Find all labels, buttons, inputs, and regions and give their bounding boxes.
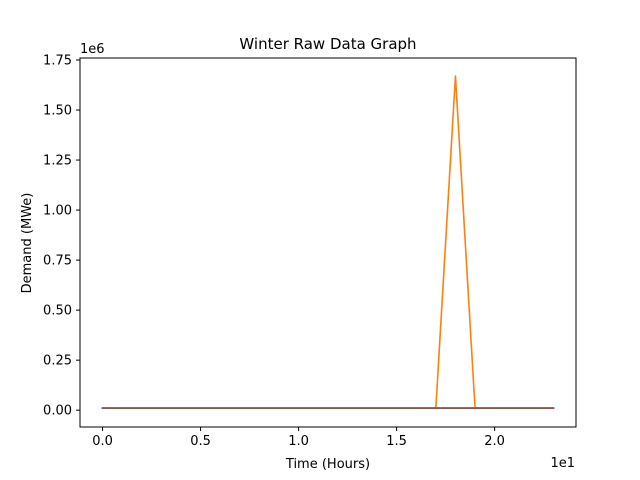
x-tick-label: 1.0 [288,434,309,449]
axes-frame [79,57,577,428]
y-tick-label: 0.50 [43,304,72,319]
x-tick-label: 2.0 [484,434,505,449]
plot-area [101,75,555,409]
y-tick-label: 1.00 [43,204,72,219]
y-tick-label: 1.25 [43,154,72,169]
x-tick-label: 0.0 [92,434,113,449]
y-tick-label: 0.75 [43,254,72,269]
y-tick-label: 0.00 [43,404,72,419]
y-axis-label: Demand (MWe) [20,193,35,294]
x-tick-label: 1.5 [386,434,407,449]
x-tick-label: 0.5 [190,434,211,449]
y-tick-label: 1.75 [43,54,72,69]
y-offset-label: 1e6 [80,42,105,57]
x-offset-label: 1e1 [550,456,575,471]
chart-title: Winter Raw Data Graph [239,35,416,53]
axes: 0.0 0.5 1.0 1.5 2.0 0.00 0.25 0.50 0.75 1.00 1.25 1… [43,54,577,449]
y-tick-label: 0.25 [43,354,72,369]
y-tick-label: 1.50 [43,104,72,119]
x-axis-label: Time (Hours) [285,457,370,472]
